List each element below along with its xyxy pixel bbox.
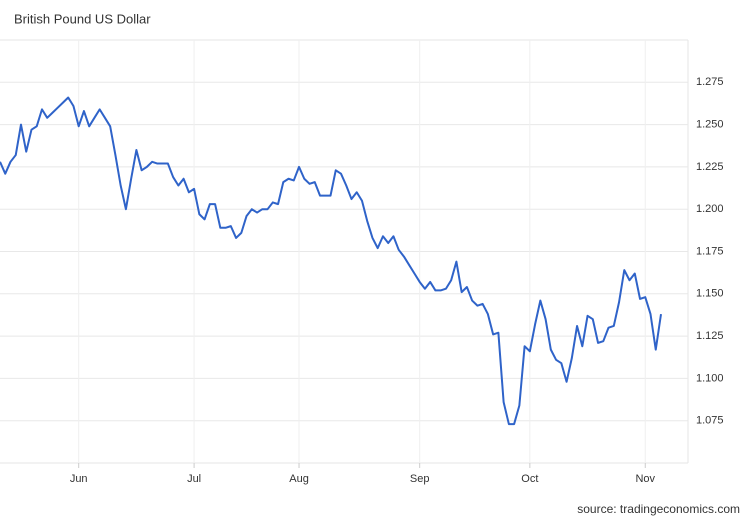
y-tick-label: 1.250 bbox=[696, 119, 724, 131]
y-tick-label: 1.075 bbox=[696, 415, 724, 427]
x-tick-label: Aug bbox=[289, 473, 309, 485]
x-tick-label: Oct bbox=[521, 473, 538, 485]
x-tick-label: Jul bbox=[187, 473, 201, 485]
price-line bbox=[0, 96, 662, 426]
x-tick-label: Jun bbox=[70, 473, 88, 485]
y-tick-label: 1.150 bbox=[696, 288, 724, 300]
x-tick-label: Nov bbox=[635, 473, 655, 485]
y-tick-label: 1.200 bbox=[696, 203, 724, 215]
y-tick-label: 1.175 bbox=[696, 245, 724, 257]
y-tick-label: 1.100 bbox=[696, 372, 724, 384]
chart-title: British Pound US Dollar bbox=[14, 11, 151, 26]
y-tick-label: 1.125 bbox=[696, 330, 724, 342]
y-tick-label: 1.275 bbox=[696, 76, 724, 88]
y-tick-label: 1.225 bbox=[696, 161, 724, 173]
source: source: tradingeconomics.com bbox=[577, 502, 740, 516]
x-tick-label: Sep bbox=[410, 473, 430, 485]
